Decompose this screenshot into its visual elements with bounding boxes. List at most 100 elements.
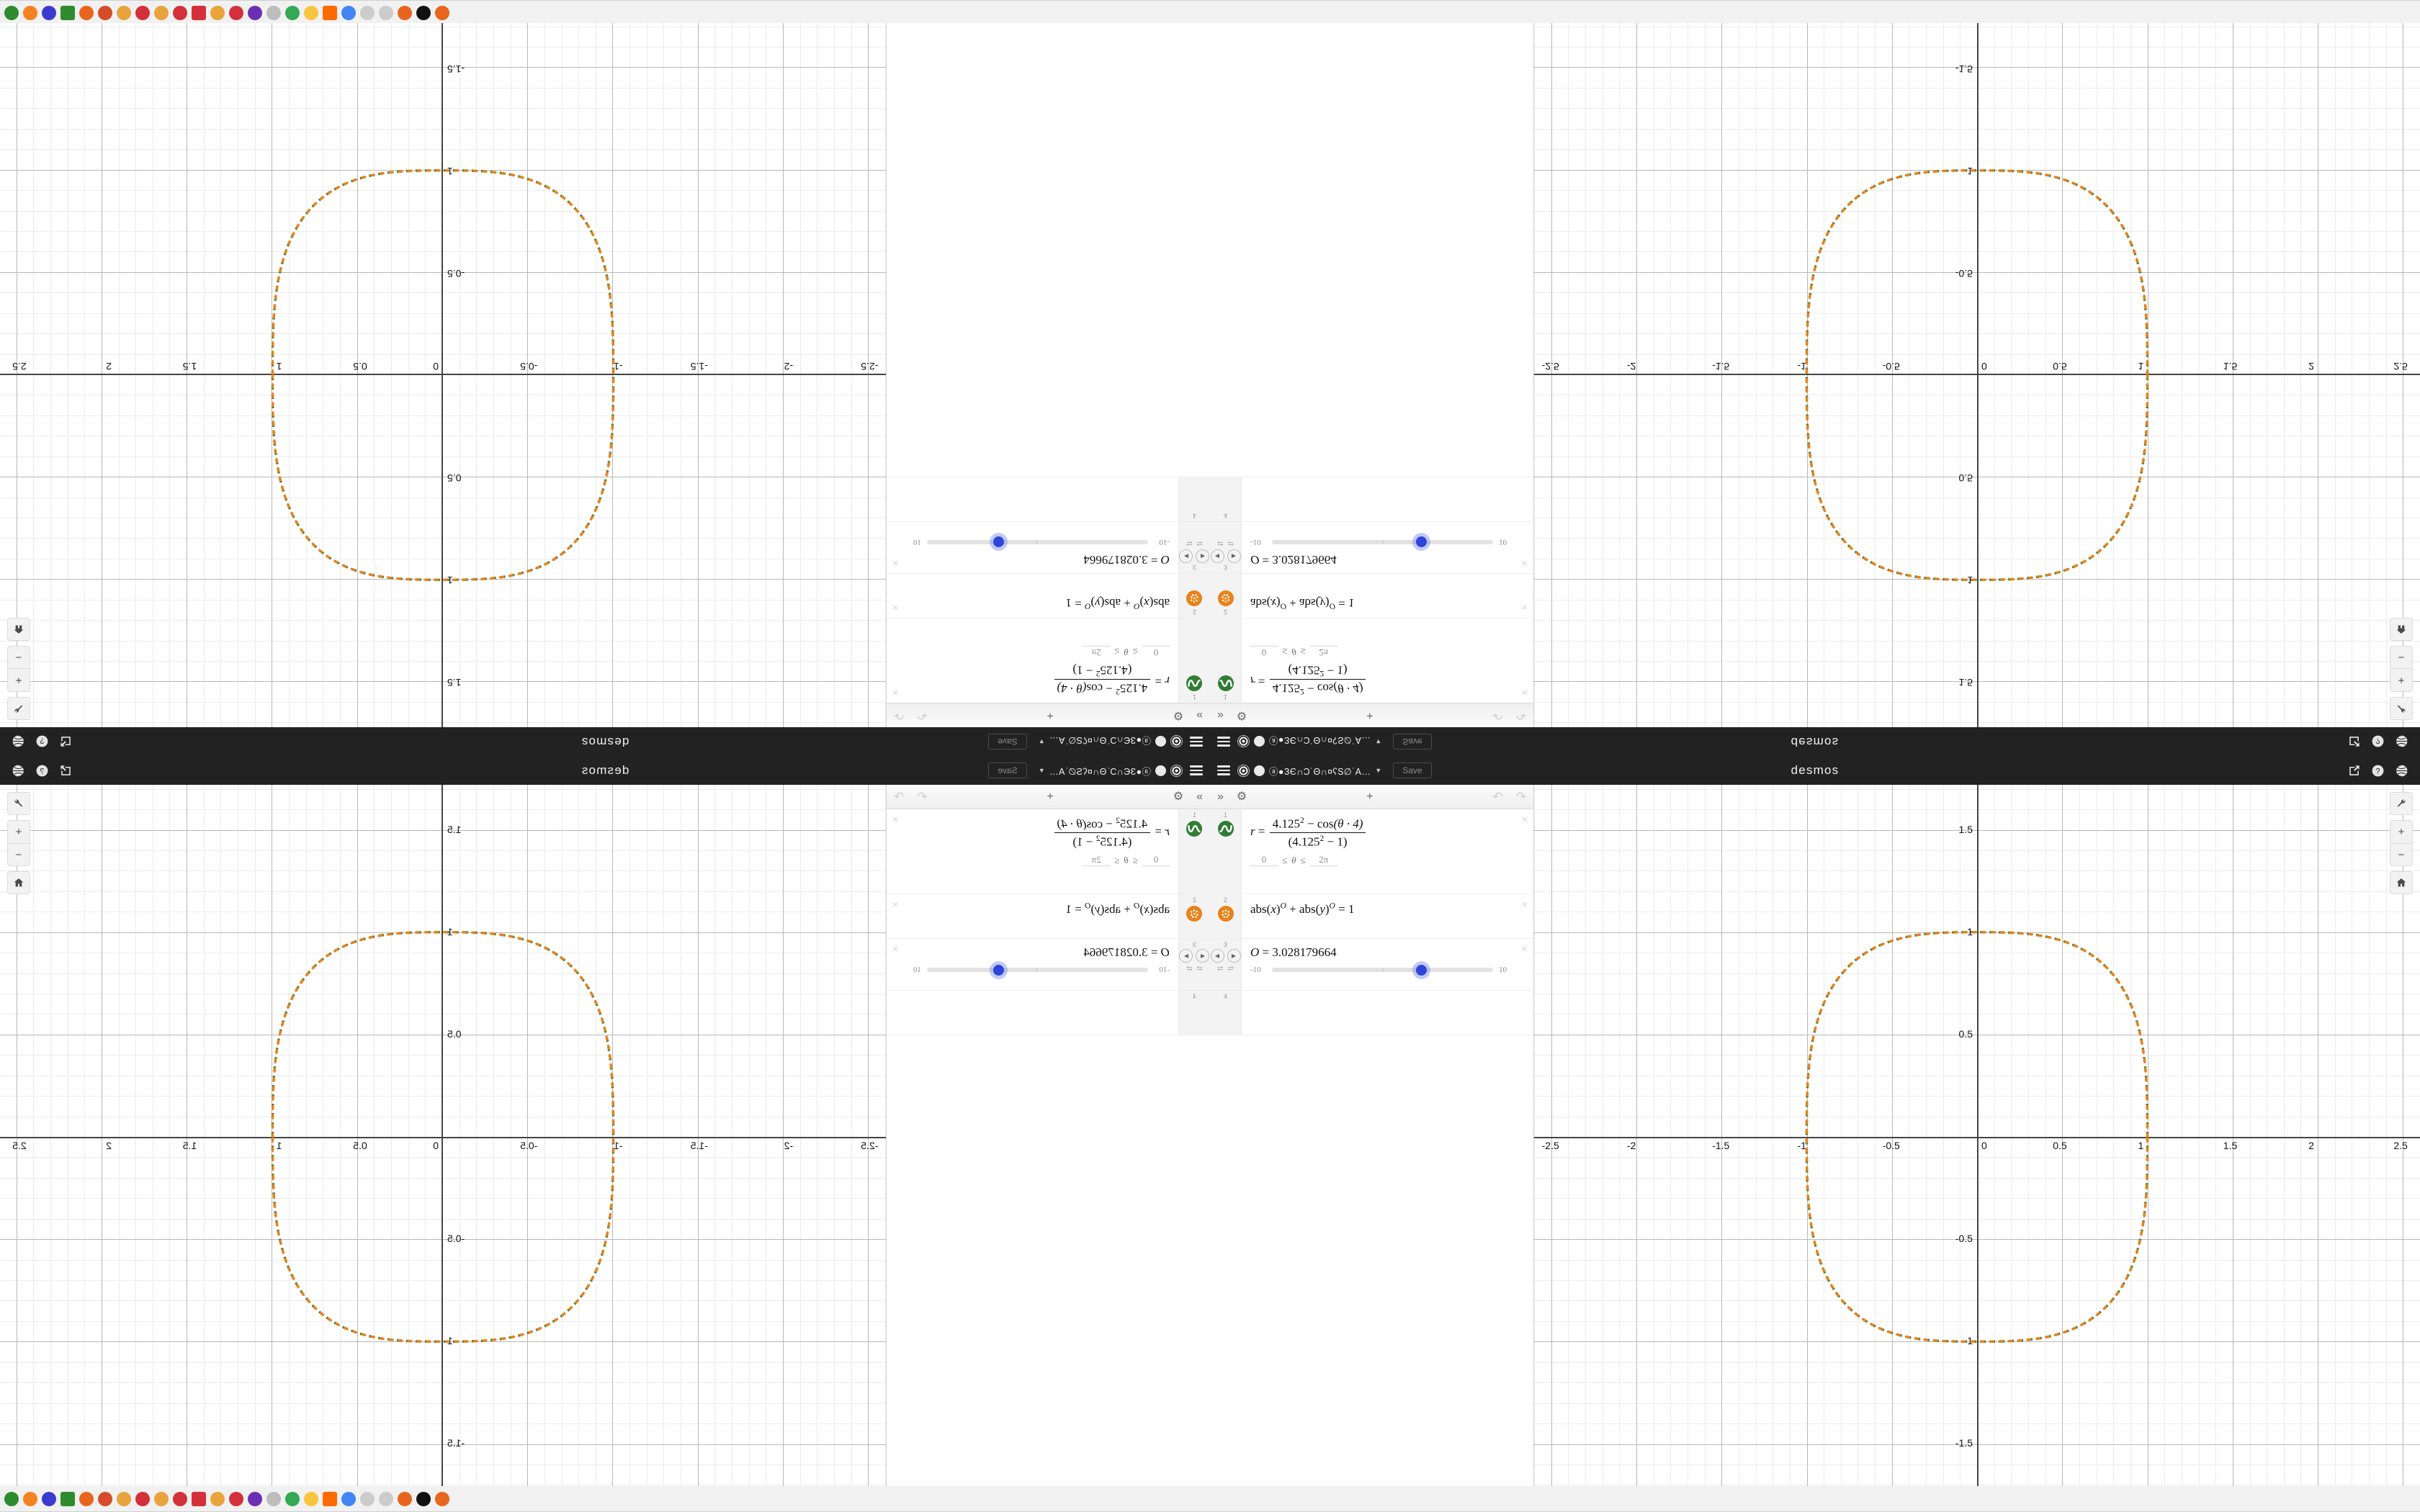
gear-icon[interactable]: ⚙ bbox=[1236, 790, 1247, 803]
bookmark-favicon-15[interactable] bbox=[285, 6, 300, 21]
slider-step-back-icon[interactable]: ◀ bbox=[1210, 949, 1224, 963]
bookmark-favicon-3[interactable] bbox=[60, 6, 75, 21]
expression-panel[interactable]: » ⚙ + ↶ ↷ 1 bbox=[886, 785, 1210, 1489]
header-actions[interactable]: ? bbox=[7, 764, 73, 778]
delete-expression-1-icon[interactable]: × bbox=[1521, 814, 1528, 826]
slider-row[interactable]: -10 10 bbox=[905, 536, 1170, 548]
bookmark-favicon-12[interactable] bbox=[229, 1491, 243, 1506]
expression-row-1[interactable]: 1 × r = 4.1252 − cos(θ · 4) bbox=[1210, 809, 1533, 894]
redo-icon[interactable]: ↷ bbox=[894, 789, 905, 804]
zoom-out-icon[interactable]: − bbox=[2390, 843, 2413, 866]
expression-row-4-empty[interactable]: 4 bbox=[887, 991, 1210, 1035]
curve-style-swatch-green[interactable] bbox=[1217, 675, 1234, 691]
expression-row-4-empty[interactable]: 4 bbox=[887, 477, 1210, 521]
browser-top-chrome[interactable] bbox=[0, 0, 2420, 26]
bookmark-favicon-21[interactable] bbox=[398, 1491, 412, 1506]
expression-tab-4[interactable]: 4 bbox=[1210, 477, 1242, 521]
expression-content-3[interactable]: × O = 3.028179664 -10 10 bbox=[1242, 522, 1533, 573]
slider-step-back-icon[interactable]: ◀ bbox=[1196, 549, 1210, 563]
bookmark-favicon-15[interactable] bbox=[285, 1491, 300, 1506]
desmos-app[interactable]: ⓐ●ЗЄ∩Ɔ˙Θ∩¤ʕЅ∅˙А… ▼ Save desmos ? bbox=[0, 23, 1210, 756]
language-globe-icon[interactable] bbox=[12, 764, 25, 778]
bookmark-favicon-2[interactable] bbox=[42, 6, 56, 21]
bookmark-favicon-20[interactable] bbox=[379, 1491, 393, 1506]
expression-tab-2[interactable]: 2 bbox=[1210, 894, 1242, 938]
domain-max-input[interactable]: 2π bbox=[1083, 854, 1111, 867]
bookmark-favicon-19[interactable] bbox=[360, 1491, 375, 1506]
slider-loop-icon-2[interactable]: ⇄ bbox=[1186, 965, 1193, 973]
bookmark-favicon-5[interactable] bbox=[98, 6, 112, 21]
bookmark-favicon-0[interactable] bbox=[4, 6, 19, 21]
add-expression-button[interactable]: + bbox=[1047, 709, 1054, 722]
bookmark-favicon-5[interactable] bbox=[98, 1491, 112, 1506]
slider-step-back-icon[interactable]: ◀ bbox=[1210, 549, 1224, 563]
slider-step-buttons[interactable]: ◀ ▶ bbox=[1210, 549, 1241, 563]
expression-row-2[interactable]: 2 × abs(x)O + bbox=[1210, 894, 1533, 939]
save-button[interactable]: Save bbox=[988, 762, 1027, 778]
save-button[interactable]: Save bbox=[988, 734, 1027, 750]
domain-max-input[interactable]: 2π bbox=[1083, 645, 1111, 658]
curve-style-swatch-orange[interactable] bbox=[1186, 590, 1203, 606]
bookmark-favicon-23[interactable] bbox=[435, 6, 449, 21]
bookmark-favicon-11[interactable] bbox=[210, 1491, 225, 1506]
bookmark-favicon-1[interactable] bbox=[23, 6, 37, 21]
slider-loop-icon-2[interactable]: ⇄ bbox=[1227, 965, 1234, 973]
domain-min-input[interactable]: 0 bbox=[1142, 854, 1170, 867]
expression-row-1[interactable]: 1 × r = 4.1252 − cos(θ · 4) bbox=[887, 809, 1210, 894]
curve-style-swatch-orange[interactable] bbox=[1186, 906, 1203, 922]
graph-tools[interactable]: + − bbox=[7, 792, 30, 894]
slider-knob[interactable] bbox=[1415, 964, 1427, 976]
slider-row[interactable]: -10 10 bbox=[1250, 536, 1515, 548]
domain-max-input[interactable]: 2π bbox=[1309, 854, 1337, 867]
graph-title-group[interactable]: ⓐ●ЗЄ∩Ɔ˙Θ∩¤ʕЅ∅˙А… ▼ bbox=[1237, 735, 1381, 749]
curve-style-swatch-orange[interactable] bbox=[1217, 906, 1234, 922]
bookmark-favicon-13[interactable] bbox=[248, 1491, 262, 1506]
expression-tab-3[interactable]: 3 ◀ ▶ ⇄ ⇄ bbox=[1178, 939, 1210, 990]
expression-toolbar[interactable]: » ⚙ + ↶ ↷ bbox=[887, 703, 1210, 727]
delete-expression-2-icon[interactable]: × bbox=[892, 899, 899, 911]
quadrant-top-right-mirrored[interactable]: ⓐ●ЗЄ∩Ɔ˙Θ∩¤ʕЅ∅˙А… ▼ Save desmos ? bbox=[1210, 23, 2420, 756]
graph-title-group[interactable]: ⓐ●ЗЄ∩Ɔ˙Θ∩¤ʕЅ∅˙А… ▼ bbox=[1039, 735, 1183, 749]
expression-row-2[interactable]: 2 × abs(x)O + bbox=[887, 573, 1210, 618]
expression-tab-4[interactable]: 4 bbox=[1210, 991, 1242, 1035]
slider-play-icon[interactable]: ▶ bbox=[1179, 549, 1193, 563]
add-expression-button[interactable]: + bbox=[1047, 790, 1054, 803]
zoom-in-icon[interactable]: + bbox=[7, 820, 30, 843]
expression-row-3[interactable]: 3 ◀ ▶ ⇄ ⇄ × O = bbox=[1210, 521, 1533, 573]
bookmark-favicon-18[interactable] bbox=[341, 1491, 356, 1506]
expression-panel[interactable]: » ⚙ + ↶ ↷ 1 bbox=[886, 23, 1210, 727]
quadrant-bottom-left-mirrored[interactable]: ⓐ●ЗЄ∩Ɔ˙Θ∩¤ʕЅ∅˙А… ▼ Save desmos ? bbox=[0, 756, 1210, 1489]
slider-track[interactable] bbox=[1272, 964, 1493, 976]
wrench-settings-icon[interactable] bbox=[2390, 792, 2413, 815]
share-icon[interactable] bbox=[2347, 764, 2361, 778]
bookmark-favicon-8[interactable] bbox=[154, 1491, 169, 1506]
delete-expression-2-icon[interactable]: × bbox=[1521, 601, 1528, 613]
expression-content-2[interactable]: × abs(x)O + abs(y)O = 1 bbox=[887, 894, 1178, 938]
zoom-controls[interactable]: + − bbox=[7, 820, 30, 866]
slider-row[interactable]: -10 10 bbox=[905, 964, 1170, 976]
expression-row-4-empty[interactable]: 4 bbox=[1210, 477, 1533, 521]
bookmark-favicon-12[interactable] bbox=[229, 6, 243, 21]
browser-bottom-chrome[interactable] bbox=[0, 1486, 2420, 1512]
hamburger-icon[interactable] bbox=[1190, 765, 1203, 775]
caret-down-icon[interactable]: ▼ bbox=[1375, 738, 1382, 745]
slider-knob[interactable] bbox=[993, 536, 1005, 548]
slider-track[interactable] bbox=[927, 964, 1148, 976]
home-icon[interactable] bbox=[2390, 618, 2413, 641]
graph-panel[interactable]: -2.5 -2 -1.5 -1 -0.5 0 0.5 1 1.5 2 2.5 -1.5 -1 -0.5 0.… bbox=[0, 785, 886, 1489]
graph-title[interactable]: ⓐ●ЗЄ∩Ɔ˙Θ∩¤ʕЅ∅˙А… bbox=[1269, 766, 1371, 777]
graph-title[interactable]: ⓐ●ЗЄ∩Ɔ˙Θ∩¤ʕЅ∅˙А… bbox=[1049, 766, 1151, 777]
graph-panel[interactable]: -2.5 -2 -1.5 -1 -0.5 0 0.5 1 1.5 2 2.5 -1.5 -1 -0.5 0.… bbox=[1534, 785, 2420, 1489]
delete-expression-1-icon[interactable]: × bbox=[892, 686, 899, 698]
expression-row-3[interactable]: 3 ◀ ▶ ⇄ ⇄ × O = bbox=[887, 521, 1210, 573]
delete-expression-1-icon[interactable]: × bbox=[892, 814, 899, 826]
help-icon[interactable]: ? bbox=[35, 764, 49, 778]
expression-tab-1[interactable]: 1 bbox=[1178, 618, 1210, 703]
hamburger-icon[interactable] bbox=[1217, 737, 1230, 747]
expression-tab-2[interactable]: 2 bbox=[1178, 894, 1210, 938]
bookmark-icon-row-bottom[interactable] bbox=[0, 1491, 454, 1506]
expression-tab-1[interactable]: 1 bbox=[1178, 809, 1210, 894]
graph-panel[interactable]: -2.5 -2 -1.5 -1 -0.5 0 0.5 1 1.5 2 2.5 -1.5 -1 -0.5 0.… bbox=[0, 23, 886, 727]
curve-style-swatch-green[interactable] bbox=[1186, 821, 1203, 837]
bookmark-favicon-6[interactable] bbox=[117, 6, 131, 21]
